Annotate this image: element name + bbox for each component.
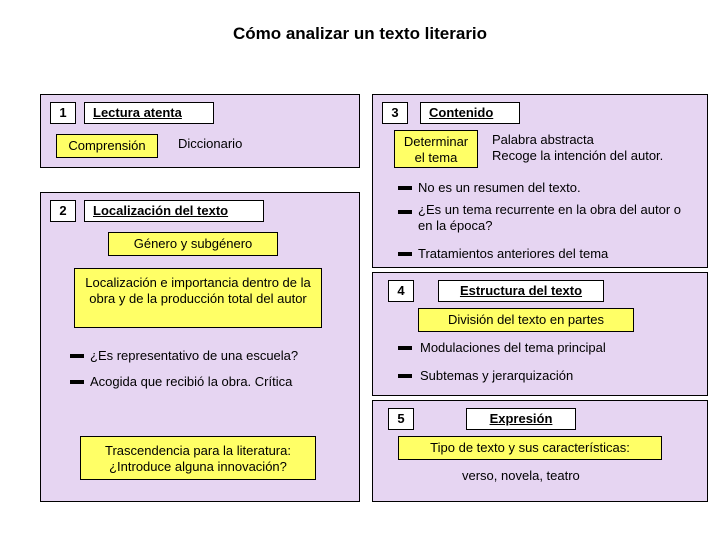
s5-tipo: Tipo de texto y sus características: (398, 436, 662, 460)
page-title: Cómo analizar un texto literario (0, 24, 720, 44)
s3-bullet-no-resumen: No es un resumen del texto. (418, 180, 581, 196)
section-1-number: 1 (50, 102, 76, 124)
dash-icon (398, 252, 412, 256)
section-2-heading: Localización del texto (84, 200, 264, 222)
s3-bullet-recurrente: ¿Es un tema recurrente en la obra del au… (418, 202, 698, 234)
section-3-number: 3 (382, 102, 408, 124)
s2-trascendencia: Trascendencia para la literatura: ¿Intro… (80, 436, 316, 480)
s2-genero: Género y subgénero (108, 232, 278, 256)
s3-palabra: Palabra abstracta (492, 132, 594, 148)
section-2-number: 2 (50, 200, 76, 222)
dash-icon (70, 380, 84, 384)
s4-bullet-modulaciones: Modulaciones del tema principal (420, 340, 606, 356)
s2-bullet-acogida: Acogida que recibió la obra. Crítica (90, 374, 292, 390)
dash-icon (398, 186, 412, 190)
s3-bullet-anteriores: Tratamientos anteriores del tema (418, 246, 608, 262)
section-3-heading: Contenido (420, 102, 520, 124)
dash-icon (398, 210, 412, 214)
section-5-heading: Expresión (466, 408, 576, 430)
section-4-heading: Estructura del texto (438, 280, 604, 302)
s2-localizacion: Localización e importancia dentro de la … (74, 268, 322, 328)
s4-bullet-subtemas: Subtemas y jerarquización (420, 368, 573, 384)
s2-bullet-escuela: ¿Es representativo de una escuela? (90, 348, 298, 364)
section-5-number: 5 (388, 408, 414, 430)
s3-recoge: Recoge la intención del autor. (492, 148, 663, 164)
section-4-number: 4 (388, 280, 414, 302)
s5-verso: verso, novela, teatro (462, 468, 580, 484)
s4-division: División del texto en partes (418, 308, 634, 332)
dash-icon (398, 346, 412, 350)
dash-icon (398, 374, 412, 378)
s1-diccionario: Diccionario (178, 136, 242, 152)
s1-comprension: Comprensión (56, 134, 158, 158)
s3-determinar: Determinar el tema (394, 130, 478, 168)
dash-icon (70, 354, 84, 358)
section-1-heading: Lectura atenta (84, 102, 214, 124)
